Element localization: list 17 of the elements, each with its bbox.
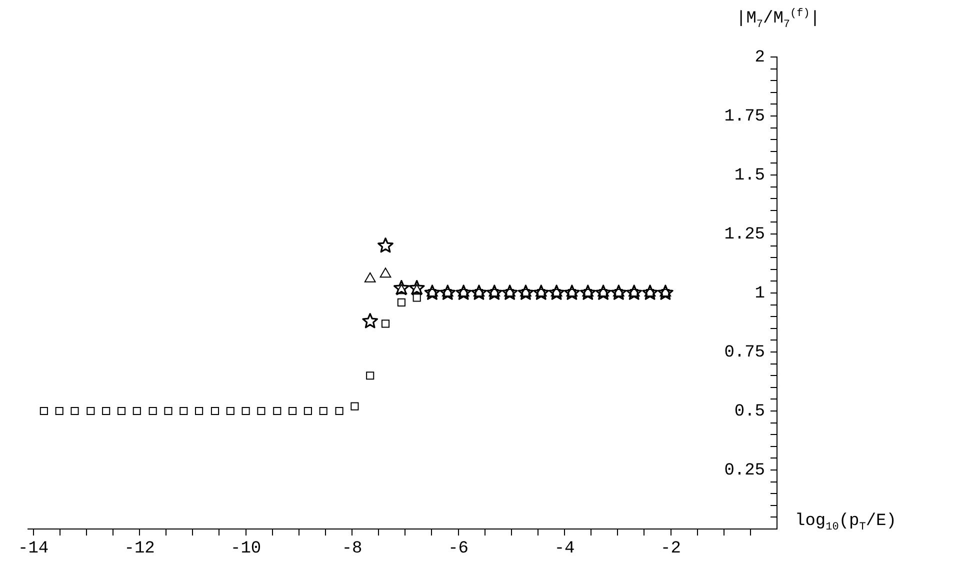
x-tick-label: -14 xyxy=(18,540,49,559)
y-tick-label: 0.25 xyxy=(724,462,765,480)
x-tick-label: -12 xyxy=(124,540,155,559)
y-tick-label: 1 xyxy=(754,284,765,304)
y-tick-label: 1.5 xyxy=(734,166,765,186)
y-axis-title: |M$_{7}$/M$_{7}$$^{(f)}$| xyxy=(736,8,820,32)
x-tick-label: -8 xyxy=(342,540,362,559)
x-tick-label: -4 xyxy=(554,540,575,559)
x-tick-label: -6 xyxy=(448,540,468,559)
x-tick-label: -10 xyxy=(230,540,262,559)
y-tick-label: 1.75 xyxy=(724,108,765,126)
x-tick-label: -2 xyxy=(660,540,681,559)
y-tick-label: 1.25 xyxy=(724,226,765,244)
y-tick-label: 0.75 xyxy=(724,344,765,362)
x-axis-title: log$_{10}$(p$_{T}$/E) xyxy=(795,512,896,534)
y-tick-label: 2 xyxy=(754,48,765,68)
y-tick-label: 0.5 xyxy=(734,402,765,422)
